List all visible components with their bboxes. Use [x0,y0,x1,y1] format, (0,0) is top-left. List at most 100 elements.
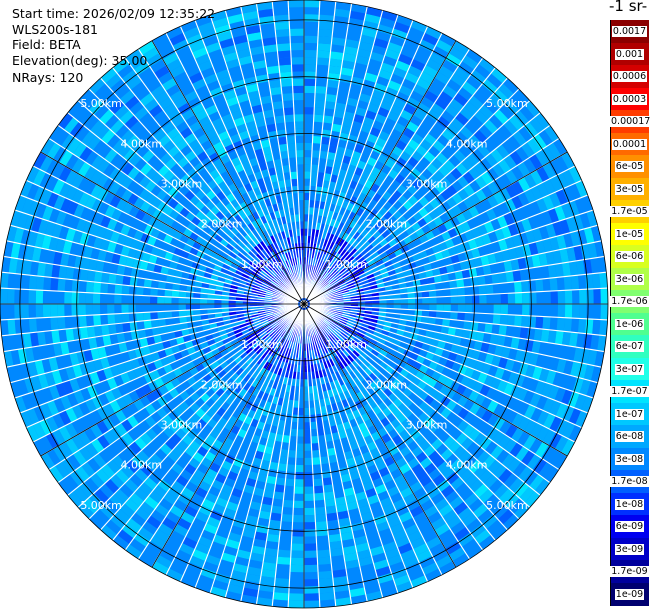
ray-gate [423,133,437,146]
ray-gate [234,384,243,394]
ray-gate [258,291,266,296]
ray-gate [521,303,530,316]
ray-gate [547,384,560,401]
ray-gate [313,114,324,123]
ray-gate [268,318,276,324]
ray-gate [14,303,22,320]
ray-gate [221,303,229,309]
ray-gate [235,269,244,277]
ray-gate [154,90,170,105]
ray-gap [304,309,368,602]
ray-gate [347,333,356,340]
ray-gate [352,222,361,232]
ray-gate [393,21,411,34]
ray-gate [262,280,270,286]
ray-gate [153,264,163,274]
ray-gate [162,340,172,350]
ray-gate [358,328,367,336]
ray-gate [555,418,569,436]
ray-gate [354,282,363,288]
ray-gate [127,166,140,180]
ray-gap [179,26,303,299]
ray-gate [121,69,139,85]
ray-gate [286,325,292,333]
ray-gate [86,269,96,283]
ray-gate [251,387,261,397]
ray-gate [501,453,516,469]
ray-gate [315,186,323,195]
ray-gate [256,155,267,165]
ray-gate [269,364,277,373]
ray-gate [343,274,351,281]
ray-gate [322,239,329,247]
ray-gate [236,93,250,104]
ray-gate [468,205,480,218]
ray-gate [134,436,148,451]
ray-gate [450,117,465,132]
ray-gate [457,303,466,313]
ray-gate [450,72,467,88]
ray-gate [280,279,287,287]
ray-gate [457,345,467,357]
ray-gate [470,349,481,361]
elevation: Elevation(deg): 35.00 [12,53,148,68]
ray-gate [330,332,338,339]
ray-gate [278,271,285,279]
ray-gate [278,319,286,326]
ray-gate [370,239,380,248]
ray-gate [383,259,393,268]
ray-gate [303,171,312,179]
ray-gate [315,333,321,342]
ray-gate [361,262,370,270]
ray-gate [330,321,338,328]
ray-gate [567,200,580,217]
ray-gate [325,316,333,322]
ray-gate [278,143,288,152]
ray-gate [55,382,67,398]
ray-gate [450,295,458,305]
ray-gate [148,104,164,118]
ray-gate [530,422,544,439]
ray-gate [423,150,436,164]
range-label: 4.00km [120,137,162,150]
ray-gate [497,356,508,370]
ray-gate [521,315,530,328]
ray-gate [341,272,350,279]
ray-gate [269,512,283,522]
ray-gate [445,123,460,137]
ray-gate [24,376,36,394]
ray-gate [467,358,478,370]
ray-gate [277,283,285,290]
ray-gate [279,449,289,458]
ray-gate [322,484,334,493]
ray-gate [328,144,338,154]
ray-gate [446,515,462,530]
ray-gate [257,274,265,281]
ray-gate [256,357,264,366]
ray-gap [0,303,299,321]
ray-gate [137,329,147,340]
ray-gate [315,521,328,530]
ray-gate [249,46,265,56]
ray-gate [102,430,116,445]
ray-gate [428,310,437,318]
ray-gate [525,364,536,379]
ray-gate [211,479,225,491]
ray-gate [327,266,334,274]
ray-gate [265,475,277,485]
ray-gate [144,98,160,113]
ray-gate [206,378,217,388]
ray-gate [438,332,448,343]
ray-gate [314,86,327,95]
ray-gate [336,175,346,185]
ray-gate [258,312,266,317]
ray-gate [165,568,184,582]
ray-gate [425,58,442,72]
ray-gate [225,96,239,107]
ray-gate [143,320,152,330]
ray-gate [235,123,248,134]
ray-gate [232,34,249,45]
ray-gate [162,52,180,66]
ray-gate [46,142,62,160]
